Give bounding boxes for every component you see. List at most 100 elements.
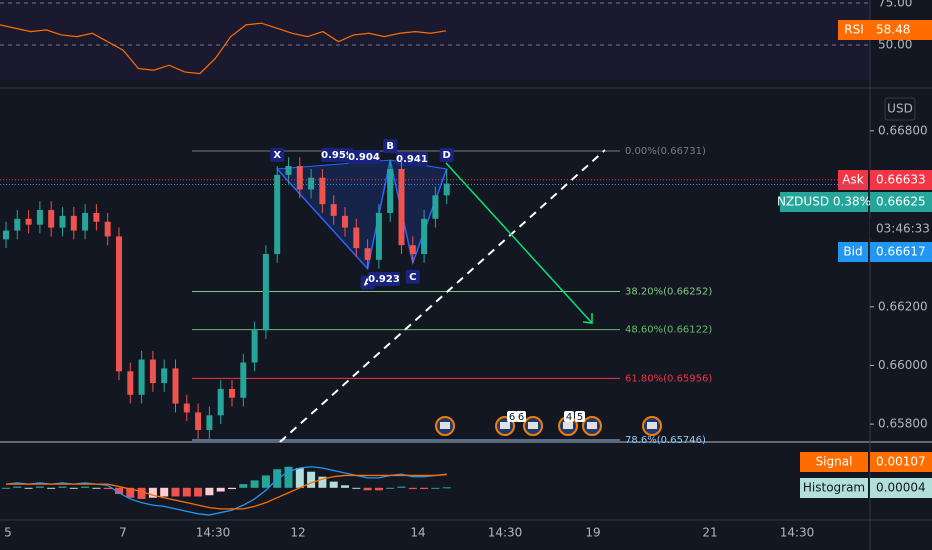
histogram-bar: [35, 486, 44, 488]
histogram-bar: [69, 487, 78, 489]
histogram-bar: [408, 487, 417, 490]
x-tick-label: 5: [4, 526, 12, 540]
candle-body: [353, 227, 360, 249]
histogram-bar: [284, 466, 293, 488]
candle-body: [296, 166, 303, 190]
y-tick-label: 0.65800: [878, 417, 928, 431]
histogram-bar: [228, 487, 236, 490]
y-tick-label: 0.66000: [878, 358, 928, 372]
pattern-point-label: D: [443, 150, 451, 161]
candle-body: [342, 215, 348, 228]
price-tag-value: 0.66633: [876, 173, 926, 187]
candle-body: [387, 168, 394, 213]
x-tick-label: 12: [290, 526, 305, 540]
histogram-bar: [329, 481, 338, 488]
signal-value: 0.00107: [876, 455, 926, 469]
price-tag-bg: [870, 170, 932, 190]
fib-label: 78.6%(0.65746): [625, 435, 706, 446]
candle-body: [183, 403, 190, 413]
histogram-bar: [363, 487, 372, 491]
ratio-badge: [348, 150, 380, 164]
candle-body: [149, 359, 156, 384]
histogram-bar: [318, 476, 327, 488]
histogram-bar: [182, 487, 191, 497]
rsi-tick-label: 75.00: [878, 0, 912, 10]
histogram-bar: [216, 487, 225, 492]
event-flag: [563, 422, 573, 429]
candle-body: [398, 168, 405, 246]
currency-button[interactable]: [884, 97, 916, 121]
histogram-bar: [341, 485, 349, 488]
histogram-bar: [171, 487, 180, 497]
y-tick-label: 0.66200: [878, 299, 928, 313]
price-tag-value: 0.66625: [876, 195, 926, 209]
candle-body: [240, 362, 247, 398]
ratio-badge: [321, 148, 353, 162]
ratio-label: 0.941: [396, 154, 428, 165]
signal-name-bg: [800, 452, 868, 472]
histogram-bar: [250, 480, 259, 488]
event-count-badge: [575, 411, 585, 422]
candle-body: [127, 371, 134, 395]
price-tag-name: Ask: [842, 173, 863, 187]
macd-line: [5, 466, 447, 516]
histogram-bar: [194, 487, 203, 497]
candle-body: [3, 230, 9, 240]
histogram-bar: [261, 475, 270, 488]
candle-body: [104, 221, 111, 237]
candle-body: [319, 177, 326, 205]
x-tick-label: 14:30: [196, 526, 231, 540]
histogram-bar: [92, 487, 101, 489]
histogram-bar: [103, 487, 112, 490]
candle-body: [409, 245, 416, 255]
histogram-bar: [442, 487, 451, 489]
candle-body: [206, 415, 213, 430]
histogram-bar: [352, 487, 361, 489]
price-tag-bg: [870, 242, 932, 262]
histogram-bar: [386, 487, 395, 489]
candle-body: [443, 183, 450, 196]
histogram-bar: [58, 486, 67, 488]
rsi-value-bg: [870, 20, 932, 40]
candle-body: [217, 388, 224, 416]
pattern-point-label: A: [364, 278, 372, 289]
ratio-badge: [396, 152, 428, 166]
rsi-pane: [0, 0, 870, 80]
candle-body: [161, 368, 168, 384]
signal-name: Signal: [816, 455, 853, 469]
fib-label: 61.80%(0.65956): [625, 373, 712, 384]
candle-body: [59, 215, 66, 228]
candle-body: [116, 236, 122, 372]
histogram-bar: [13, 486, 22, 488]
price-tag-name-bg: [838, 170, 868, 190]
pattern-point-badge: [405, 269, 420, 284]
candle-body: [262, 254, 269, 331]
ratio-label: 0.904: [348, 152, 380, 163]
candle-body: [82, 212, 89, 231]
pattern-point-badge: [383, 139, 398, 154]
event-flag: [528, 422, 538, 429]
candle-body: [93, 212, 100, 222]
rsi-name: RSI: [844, 23, 864, 37]
event-count: 6: [509, 412, 515, 423]
candle-body: [364, 248, 371, 260]
pattern-point-badge: [439, 147, 454, 162]
ratio-badge: [368, 272, 400, 286]
candle-body: [251, 330, 258, 363]
rsi-tick-label: 50.00: [878, 38, 912, 52]
candle-body: [274, 174, 281, 255]
candle-body: [285, 166, 292, 175]
event-count-badge: [564, 411, 574, 422]
histogram-bar: [431, 487, 440, 489]
event-flag: [647, 422, 657, 429]
signal-line: [6, 473, 447, 510]
histogram-bar: [307, 471, 316, 488]
fib-label: 48.60%(0.66122): [625, 325, 712, 336]
histogram-bar: [81, 486, 90, 488]
histogram-bar: [374, 487, 383, 491]
event-count-badge: [516, 411, 526, 422]
histogram-bar: [24, 487, 33, 489]
signal-value-bg: [870, 452, 932, 472]
projection-arrow: [445, 162, 593, 324]
candle-body: [172, 368, 179, 404]
